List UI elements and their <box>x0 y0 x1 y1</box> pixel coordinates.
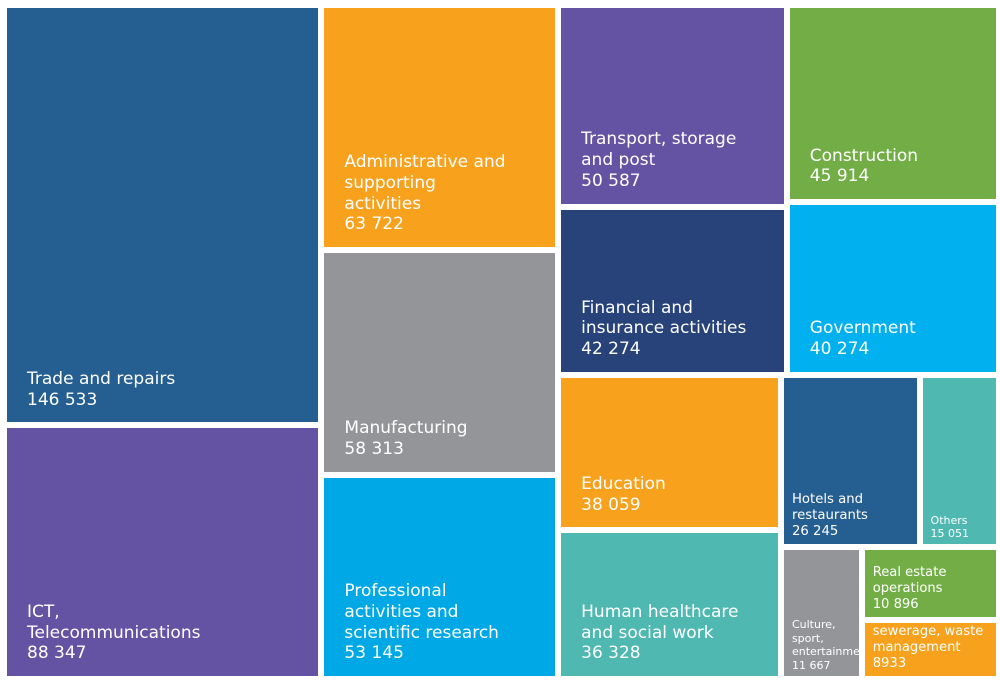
tile-label: Trade and repairs <box>27 369 176 389</box>
tile-value: 50 587 <box>581 170 641 191</box>
tile: Real estate operations 10 896 <box>864 550 996 617</box>
tile-label: Culture, sport, entertainment <box>791 618 859 659</box>
tile: Human healthcare and social work 36 328 <box>561 533 778 676</box>
tile-value: 58 313 <box>344 438 404 459</box>
tile-label: ICT, Telecommunications <box>27 601 201 643</box>
tile-label: Construction <box>809 145 919 166</box>
tile-value: 88 347 <box>27 643 87 664</box>
tile-value: 38 059 <box>581 494 641 515</box>
tile: Transport, storage and post 50 587 <box>561 8 784 204</box>
tile-value: 8933 <box>872 655 907 671</box>
tile-value: 15 051 <box>930 527 970 541</box>
tile-label: Transport, storage and post <box>581 129 737 171</box>
tile-label: Others <box>930 513 968 527</box>
tile-label: Government <box>809 318 916 339</box>
tile: Manufacturing 58 313 <box>324 253 556 472</box>
tile-label: Education <box>581 474 666 495</box>
tile: Administrative and supporting activities… <box>324 8 556 248</box>
tile-value: 63 722 <box>344 214 404 235</box>
tile: Hotels and restaurants 26 245 <box>783 377 917 545</box>
tile: Education 38 059 <box>561 377 778 528</box>
tile-value: 26 245 <box>791 524 839 540</box>
tile-value: 146 533 <box>27 389 98 410</box>
tile-value: 11 667 <box>791 658 831 672</box>
tile: Culture, sport, entertainment11 667 <box>783 550 859 676</box>
tile-label: Administrative and supporting activities <box>344 152 506 214</box>
tile-value: 36 328 <box>581 643 641 664</box>
tile-label: Hotels and restaurants <box>791 491 868 524</box>
tile: Professional activities and scientific r… <box>324 477 556 676</box>
tile-value: 40 274 <box>809 339 870 360</box>
tile-label: Human healthcare and social work <box>581 601 739 643</box>
tile-label: Water supply and sewerage, waste managem… <box>872 623 988 655</box>
tile: Others 15 051 <box>922 377 996 545</box>
tile-value: 45 914 <box>809 166 870 187</box>
tile-value: 10 896 <box>872 596 919 612</box>
tile: Trade and repairs 146 533 <box>7 8 319 423</box>
tile-label: Real estate operations <box>872 564 947 596</box>
tile-label: Manufacturing <box>344 418 468 439</box>
tile: Government 40 274 <box>789 205 996 372</box>
tile-value: 53 145 <box>344 643 404 664</box>
tile: Financial and insurance activities 42 274 <box>561 209 784 372</box>
tile: Water supply and sewerage, waste managem… <box>864 622 996 676</box>
tile-value: 42 274 <box>581 339 641 360</box>
tile-label: Professional activities and scientific r… <box>344 581 499 643</box>
tile: Construction 45 914 <box>789 8 996 200</box>
tile-label: Financial and insurance activities <box>581 297 747 339</box>
tile: ICT, Telecommunications 88 347 <box>7 428 319 676</box>
